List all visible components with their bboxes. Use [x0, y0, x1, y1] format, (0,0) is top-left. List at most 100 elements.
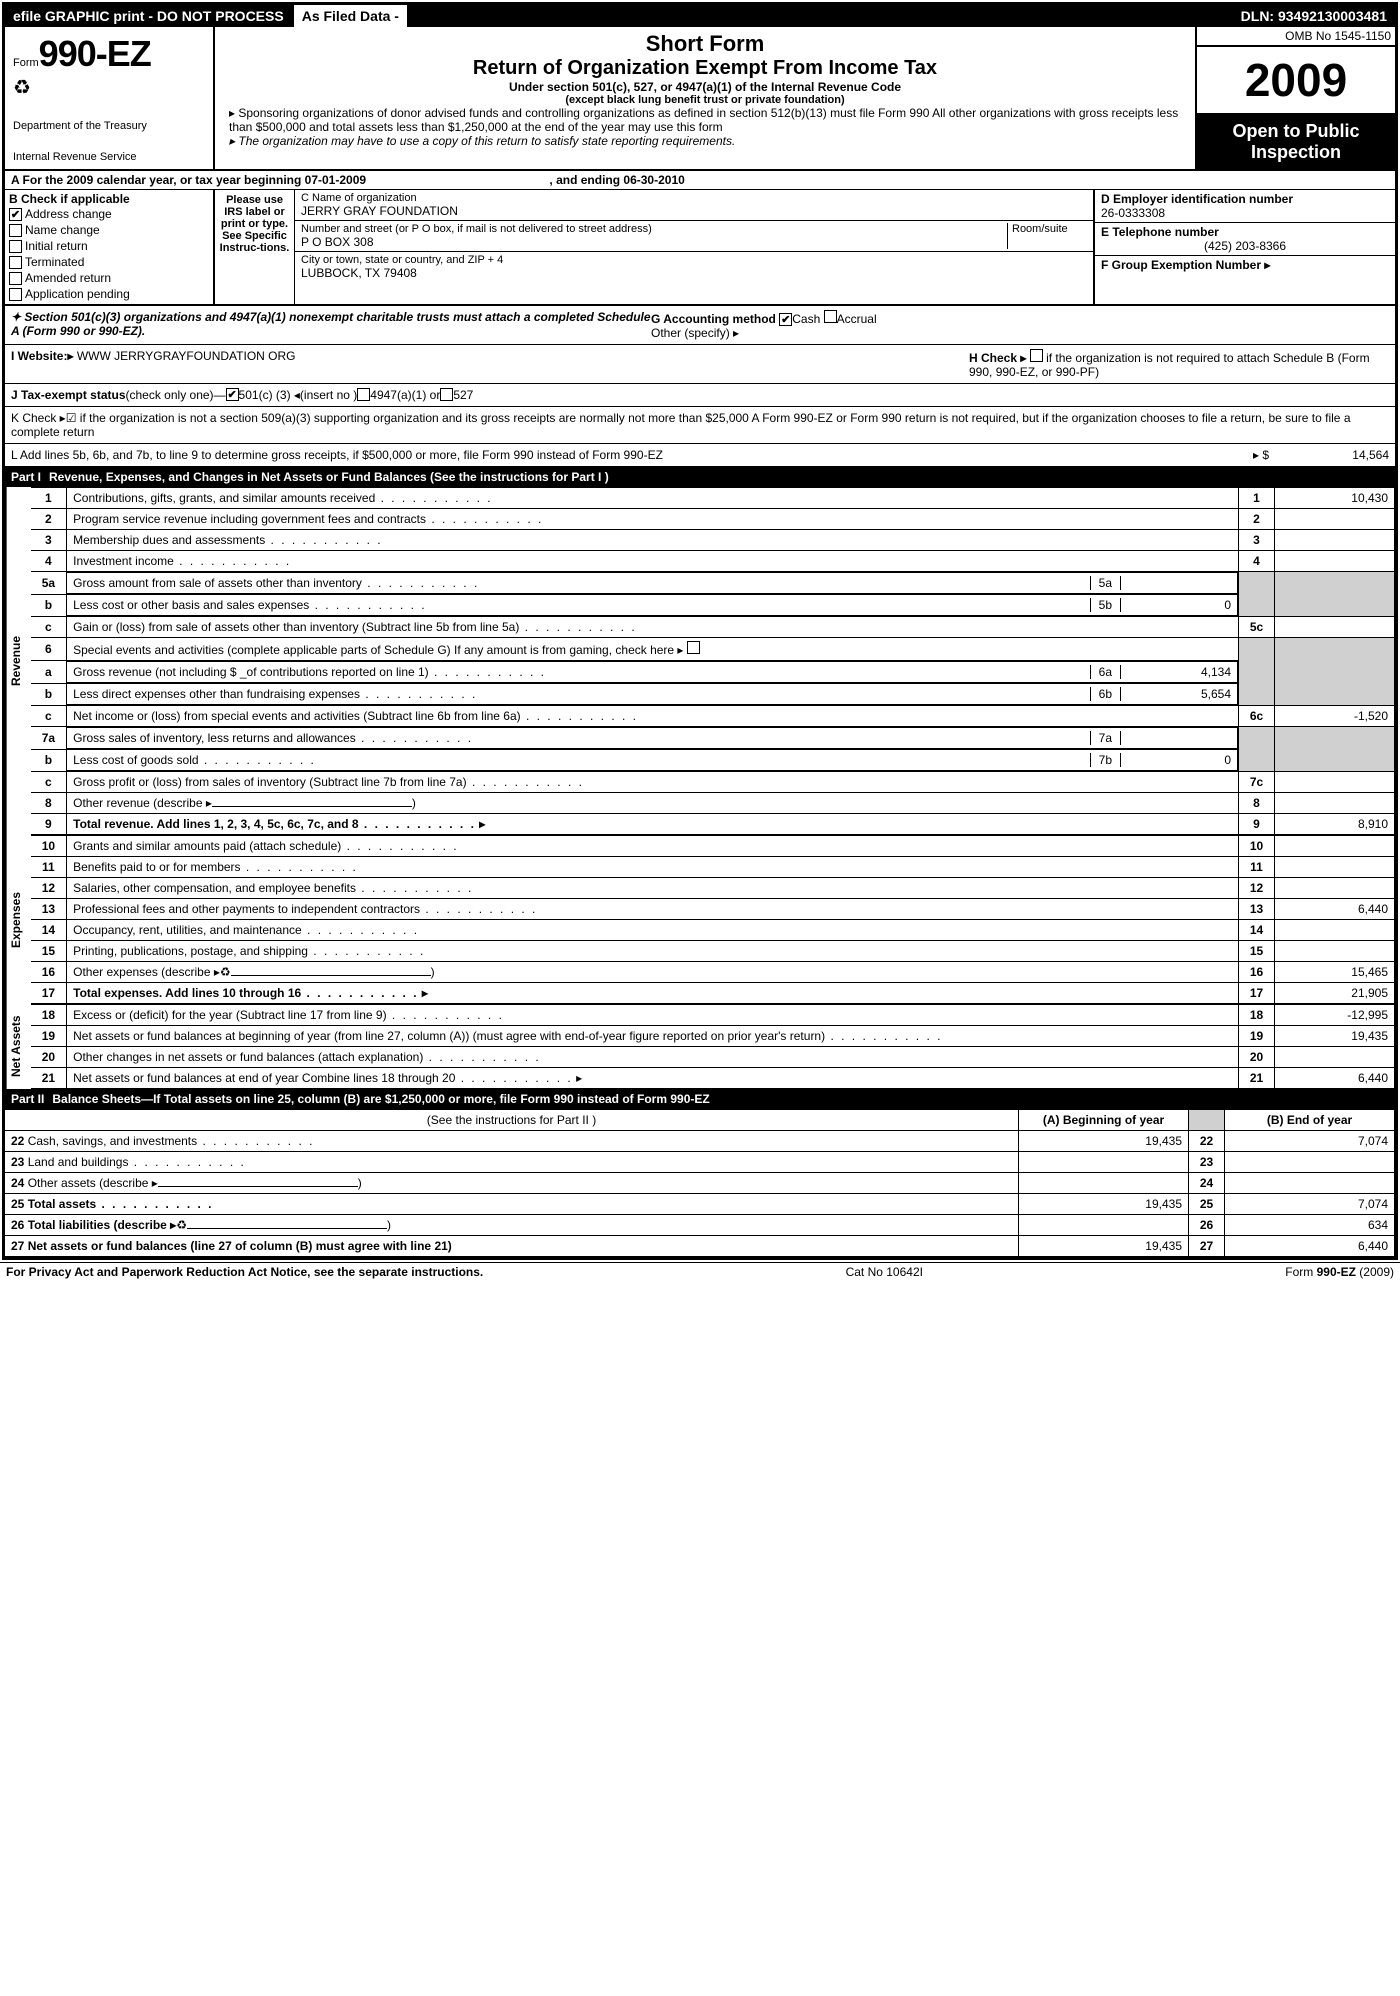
lbl-accrual: Accrual	[837, 312, 877, 326]
part2-title: Part II	[11, 1092, 52, 1106]
ein: 26-0333308	[1101, 206, 1389, 220]
revenue-section: Revenue 1Contributions, gifts, grants, a…	[5, 487, 1395, 835]
chk-501c[interactable]: ✔	[226, 388, 239, 401]
g-other: Other (specify) ▸	[651, 326, 877, 340]
l3-desc: Membership dues and assessments	[67, 530, 1239, 551]
c-name-label: C Name of organization	[301, 192, 1087, 204]
h-label: H Check ▸	[969, 351, 1026, 365]
chk-accrual[interactable]	[824, 310, 837, 323]
l13-desc: Professional fees and other payments to …	[67, 899, 1239, 920]
l4-val	[1275, 551, 1395, 572]
l1-val: 10,430	[1275, 488, 1395, 509]
col-B: B Check if applicable ✔Address change Na…	[5, 190, 215, 304]
topbar-mid: As Filed Data -	[292, 5, 409, 27]
l6b-mid: 5,654	[1121, 687, 1231, 701]
l17-desc: Total expenses. Add lines 10 through 16	[73, 986, 418, 1000]
l5c-desc: Gain or (loss) from sale of assets other…	[67, 617, 1239, 638]
chk-amended[interactable]	[9, 272, 22, 285]
chk-terminated[interactable]	[9, 256, 22, 269]
l-arrow: ▸ $	[1253, 448, 1269, 462]
bs27-desc: Net assets or fund balances (line 27 of …	[28, 1239, 452, 1253]
l17-val: 21,905	[1275, 983, 1395, 1004]
lbl-terminated: Terminated	[25, 255, 84, 269]
chk-cash[interactable]: ✔	[779, 313, 792, 326]
l-val: 14,564	[1269, 448, 1389, 462]
row-J: J Tax-exempt status (check only one)— ✔5…	[5, 384, 1395, 407]
bs-colA: (A) Beginning of year	[1019, 1110, 1189, 1131]
expenses-section: Expenses 10Grants and similar amounts pa…	[5, 835, 1395, 1004]
col-DEF: D Employer identification number26-03333…	[1095, 190, 1395, 304]
org-city: LUBBOCK, TX 79408	[301, 266, 1087, 280]
part1-desc: Revenue, Expenses, and Changes in Net As…	[49, 470, 609, 484]
chk-h[interactable]	[1030, 349, 1043, 362]
l3-val	[1275, 530, 1395, 551]
part2-header: Part II Balance Sheets—If Total assets o…	[5, 1089, 1395, 1109]
lbl-initial: Initial return	[25, 239, 88, 253]
chk-527[interactable]	[440, 388, 453, 401]
l11-desc: Benefits paid to or for members	[67, 857, 1239, 878]
header-mid: Short Form Return of Organization Exempt…	[215, 27, 1195, 169]
bs26-b: 634	[1225, 1215, 1395, 1236]
footer-mid: Cat No 10642I	[846, 1265, 923, 1279]
l7c-desc: Gross profit or (loss) from sales of inv…	[67, 772, 1239, 793]
open-inspection: Open to Public Inspection	[1197, 115, 1395, 169]
l2-val	[1275, 509, 1395, 530]
part1-title: Part I	[11, 470, 49, 484]
i-label: I Website:▸	[11, 349, 73, 363]
bs26-desc: Total liabilities (describe ▸	[28, 1218, 177, 1232]
lbl-cash: Cash	[792, 312, 820, 326]
revenue-label: Revenue	[5, 487, 31, 835]
l20-desc: Other changes in net assets or fund bala…	[67, 1047, 1239, 1068]
j-opt3: 527	[453, 388, 473, 402]
topbar: efile GRAPHIC print - DO NOT PROCESS As …	[5, 5, 1395, 27]
l5a-mid	[1121, 576, 1231, 590]
l15-val	[1275, 941, 1395, 962]
l6c-val: -1,520	[1275, 706, 1395, 727]
e-label: E Telephone number	[1101, 225, 1389, 239]
l5b-mid: 0	[1121, 598, 1231, 612]
info-block: B Check if applicable ✔Address change Na…	[5, 190, 1395, 306]
l5a-desc: Gross amount from sale of assets other t…	[73, 576, 1090, 590]
dept-treasury: Department of the Treasury	[13, 120, 205, 132]
topbar-dln: DLN: 93492130003481	[1233, 5, 1395, 27]
row-I-H: I Website:▸ WWW JERRYGRAYFOUNDATION ORG …	[5, 345, 1395, 384]
bs26-a	[1019, 1215, 1189, 1236]
footer-right: Form 990-EZ (2009)	[1285, 1265, 1394, 1279]
bs-colB: (B) End of year	[1225, 1110, 1395, 1131]
header-right: OMB No 1545-1150 2009 Open to Public Ins…	[1195, 27, 1395, 169]
l7a-mid	[1121, 731, 1231, 745]
l7b-desc: Less cost of goods sold	[73, 753, 1090, 767]
l9-val: 8,910	[1275, 814, 1395, 835]
arrow-line-1: ▸ Sponsoring organizations of donor advi…	[223, 106, 1187, 134]
bs27-b: 6,440	[1225, 1236, 1395, 1257]
bs23-b	[1225, 1152, 1395, 1173]
chk-4947[interactable]	[357, 388, 370, 401]
l6a-mid: 4,134	[1121, 665, 1231, 679]
lbl-name: Name change	[25, 223, 100, 237]
subtitle1: Under section 501(c), 527, or 4947(a)(1)…	[223, 80, 1187, 94]
l1-desc: Contributions, gifts, grants, and simila…	[67, 488, 1239, 509]
j-opt1: 501(c) (3) ◂(insert no )	[239, 388, 358, 402]
l21-val: 6,440	[1275, 1068, 1395, 1089]
row-K: K Check ▸☑ if the organization is not a …	[5, 407, 1395, 444]
chk-gaming[interactable]	[687, 641, 700, 654]
bs22-a: 19,435	[1019, 1131, 1189, 1152]
g-label: G Accounting method	[651, 312, 776, 326]
netassets-section: Net Assets 18Excess or (deficit) for the…	[5, 1004, 1395, 1089]
topbar-left: efile GRAPHIC print - DO NOT PROCESS	[5, 5, 292, 27]
chk-pending[interactable]	[9, 288, 22, 301]
lbl-pending: Application pending	[25, 287, 130, 301]
chk-initial[interactable]	[9, 240, 22, 253]
form-prefix: Form	[13, 57, 39, 69]
expenses-label: Expenses	[5, 835, 31, 1004]
chk-address[interactable]: ✔	[9, 208, 22, 221]
bs24-b	[1225, 1173, 1395, 1194]
bs22-desc: Cash, savings, and investments	[28, 1134, 315, 1148]
lbl-amended: Amended return	[25, 271, 111, 285]
accounting-method: G Accounting method ✔Cash Accrual Other …	[651, 310, 877, 340]
chk-name[interactable]	[9, 224, 22, 237]
l7a-desc: Gross sales of inventory, less returns a…	[73, 731, 1090, 745]
col-label: Please use IRS label or print or type. S…	[215, 190, 295, 304]
l6b-desc: Less direct expenses other than fundrais…	[73, 687, 1090, 701]
l8-desc: Other revenue (describe ▸	[73, 796, 212, 810]
